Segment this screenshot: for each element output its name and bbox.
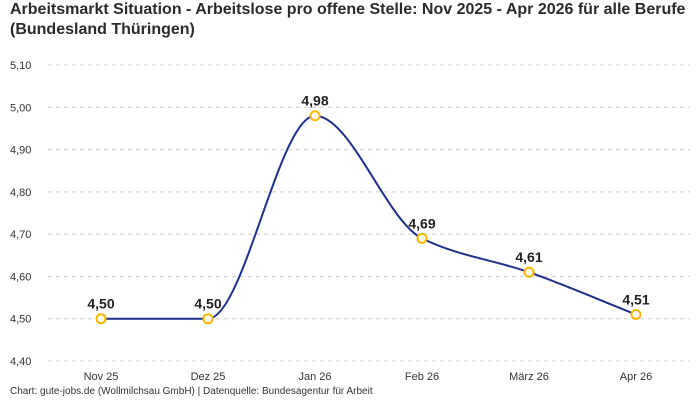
- y-tick-label: 4,90: [10, 145, 31, 157]
- data-label: 4,61: [515, 249, 542, 265]
- y-tick-label: 5,10: [10, 60, 31, 72]
- data-point-marker: [202, 313, 214, 325]
- y-axis-tick-labels: 4,40 4,50 4,60 4,70 4,80 4,90 5,00 5,10: [10, 60, 31, 368]
- y-tick-label: 5,00: [10, 102, 31, 114]
- y-tick-label: 4,60: [10, 271, 31, 283]
- data-label: 4,50: [194, 296, 221, 312]
- data-point-markers: [95, 110, 642, 325]
- y-tick-label: 4,70: [10, 229, 31, 241]
- data-point-marker: [416, 232, 428, 244]
- series-line: [101, 114, 637, 320]
- data-label: 4,51: [622, 291, 649, 307]
- chart-title: Arbeitsmarkt Situation - Arbeitslose pro…: [10, 1, 686, 38]
- data-labels: 4,50 4,50 4,98 4,69 4,61 4,51: [87, 93, 649, 312]
- x-tick-label: Dez 25: [191, 371, 226, 383]
- y-tick-label: 4,40: [10, 356, 31, 368]
- data-label: 4,50: [87, 296, 114, 312]
- y-tick-label: 4,80: [10, 187, 31, 199]
- chart-source-footer: Chart: gute-jobs.de (Wollmilchsau GmbH) …: [10, 386, 373, 397]
- y-tick-label: 4,50: [10, 314, 31, 326]
- data-label: 4,98: [301, 93, 328, 109]
- x-tick-label: Nov 25: [84, 371, 119, 383]
- data-label: 4,69: [408, 215, 435, 231]
- x-tick-label: Jan 26: [298, 371, 331, 383]
- x-tick-label: Apr 26: [620, 371, 652, 383]
- x-tick-label: Feb 26: [405, 371, 439, 383]
- data-point-marker: [630, 308, 642, 320]
- grid-lines: [48, 64, 690, 362]
- data-point-marker: [95, 313, 107, 325]
- x-tick-label: März 26: [509, 371, 549, 383]
- data-point-marker: [523, 266, 535, 278]
- data-point-marker: [309, 110, 321, 122]
- x-axis-tick-labels: Nov 25 Dez 25 Jan 26 Feb 26 März 26 Apr 26: [84, 371, 653, 383]
